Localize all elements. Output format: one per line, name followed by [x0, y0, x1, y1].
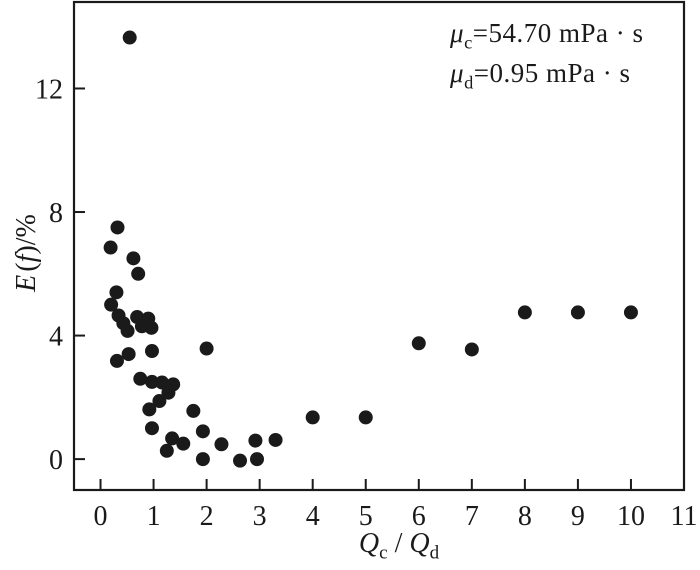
data-point: [214, 437, 229, 452]
data-point: [165, 431, 180, 446]
y-tick-label: 4: [49, 322, 63, 353]
data-point: [159, 443, 174, 458]
plot-frame: [72, 0, 686, 492]
y-tick-label: 0: [49, 445, 63, 476]
data-point: [250, 452, 264, 467]
data-point: [195, 424, 210, 439]
y-tick-label: 8: [49, 198, 63, 229]
x-tick-label: 9: [571, 501, 585, 532]
data-point: [133, 371, 148, 386]
mu-d-symbol: μ: [450, 58, 465, 88]
data-point: [104, 297, 119, 312]
x-tick-label: 5: [359, 501, 373, 532]
x-tick-label: 4: [306, 501, 320, 532]
data-point: [121, 347, 136, 362]
data-point: [110, 220, 125, 235]
data-point: [109, 353, 124, 368]
data-point: [517, 305, 532, 320]
data-point: [144, 374, 159, 389]
annotation-line-mu-c: μc=54.70 mPa · s: [450, 13, 643, 53]
x-tick-label: 8: [518, 501, 532, 532]
mu-c-value: =54.70 mPa · s: [472, 18, 644, 48]
data-point: [268, 432, 283, 447]
x-tick-label: 7: [465, 501, 479, 532]
data-point: [131, 266, 146, 281]
x-title-sub-c: c: [379, 542, 388, 564]
data-point: [120, 323, 135, 338]
x-tick-label: 10: [617, 501, 645, 532]
data-point: [176, 436, 191, 451]
data-point: [144, 421, 159, 436]
data-point: [248, 433, 263, 448]
x-title-Qc: Q: [358, 528, 380, 559]
data-point: [109, 285, 124, 300]
data-point: [305, 410, 320, 425]
mu-d-value: =0.95 mPa · s: [473, 58, 631, 88]
annotation-box: μc=54.70 mPa · s μd=0.95 mPa · s: [450, 13, 643, 93]
y-title-percent: )/%: [11, 214, 42, 255]
x-tick-label: 6: [412, 501, 426, 532]
y-title-open-paren: (: [11, 262, 42, 272]
data-point: [144, 344, 159, 359]
data-point: [233, 453, 248, 468]
data-point: [126, 251, 141, 266]
mu-d-subscript: d: [464, 72, 474, 93]
data-point: [199, 341, 214, 356]
y-title-f: f: [11, 254, 42, 263]
mu-c-symbol: μ: [450, 18, 465, 48]
mu-c-subscript: c: [464, 32, 473, 53]
x-tick-label: 11: [671, 501, 698, 532]
x-tick-label: 0: [94, 501, 108, 532]
x-tick-label: 3: [253, 501, 267, 532]
data-point: [152, 394, 167, 409]
data-point: [411, 336, 426, 351]
data-point: [570, 305, 585, 320]
data-point: [103, 240, 118, 255]
x-axis-title: Qc / Qd: [358, 528, 439, 563]
data-point: [623, 305, 638, 320]
data-point: [122, 30, 137, 45]
data-point: [358, 410, 373, 425]
x-title-Qd: Q: [409, 528, 430, 559]
data-point: [142, 402, 157, 417]
x-title-slash: /: [387, 528, 410, 559]
y-title-E: E: [11, 274, 42, 292]
data-point: [155, 375, 170, 390]
data-point: [464, 342, 479, 357]
data-point: [166, 377, 181, 392]
y-axis-title: E (f)/%: [11, 214, 43, 292]
y-tick-label: 12: [35, 74, 63, 105]
annotation-line-mu-d: μd=0.95 mPa · s: [450, 53, 643, 93]
x-tick-label: 1: [147, 501, 161, 532]
x-tick-label: 2: [200, 501, 214, 532]
data-point: [195, 452, 210, 467]
x-title-sub-d: d: [429, 542, 440, 564]
data-point: [186, 403, 201, 418]
data-point: [144, 320, 159, 335]
